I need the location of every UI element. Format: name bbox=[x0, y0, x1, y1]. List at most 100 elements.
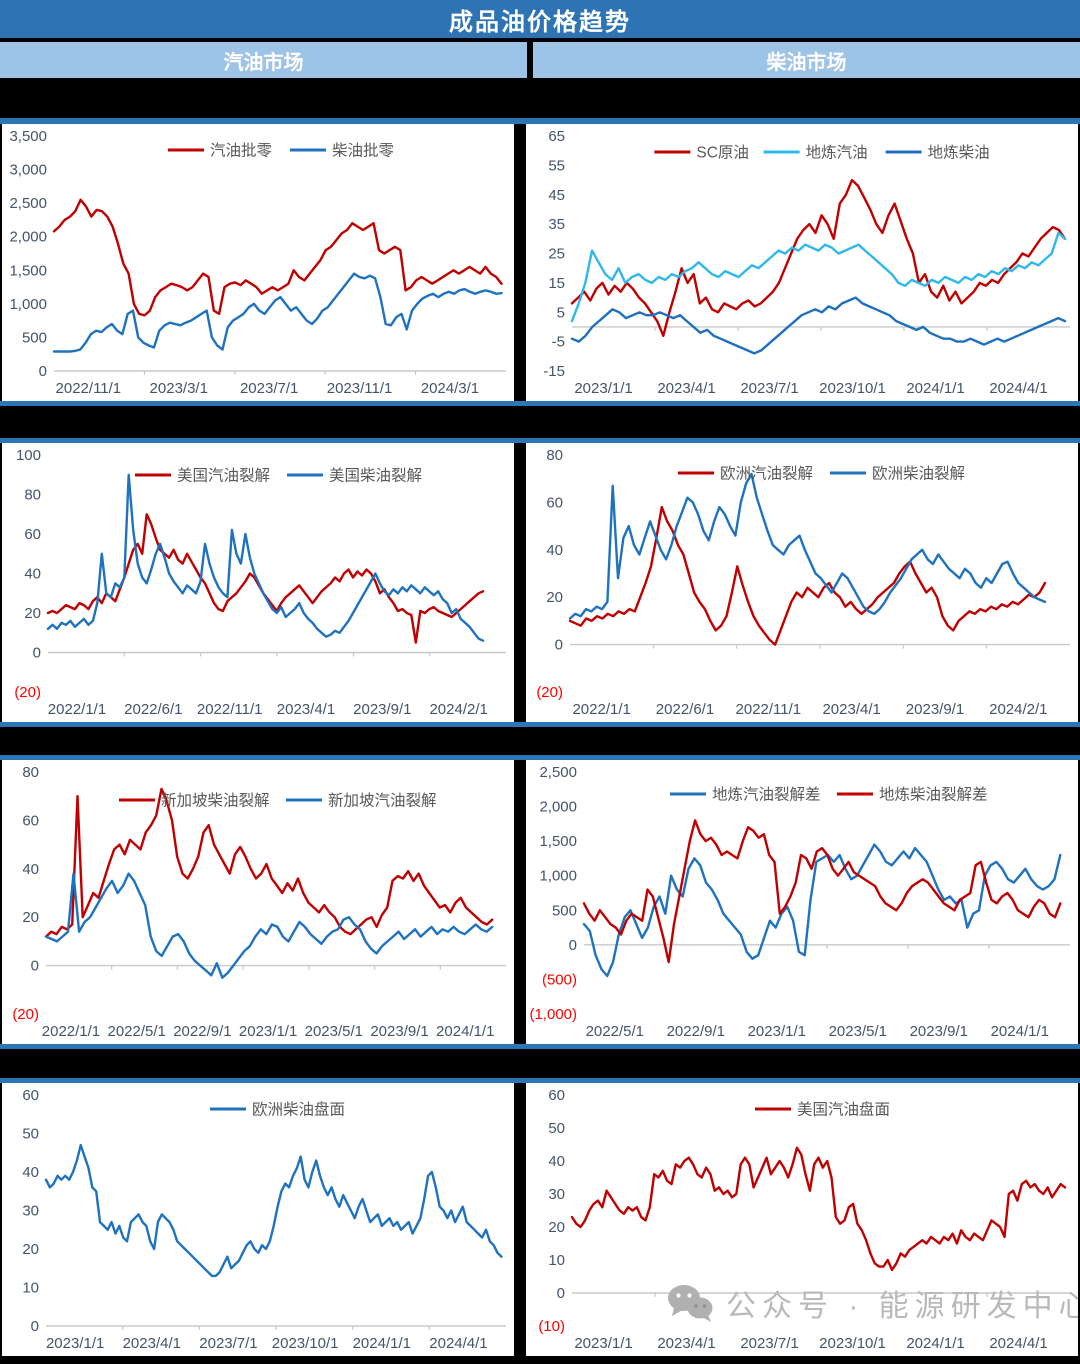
svg-text:2022/5/1: 2022/5/1 bbox=[586, 1023, 644, 1040]
svg-text:2024/3/1: 2024/3/1 bbox=[421, 380, 479, 397]
panel-gutter bbox=[514, 124, 526, 401]
svg-text:25: 25 bbox=[548, 246, 565, 263]
column-header-gasoline: 汽油市场 bbox=[0, 42, 527, 78]
svg-text:2023/1/1: 2023/1/1 bbox=[239, 1023, 297, 1040]
svg-text:50: 50 bbox=[548, 1120, 565, 1137]
series-line bbox=[44, 787, 494, 938]
svg-text:20: 20 bbox=[546, 589, 563, 606]
svg-text:1,500: 1,500 bbox=[9, 262, 47, 279]
series-line bbox=[568, 505, 1047, 646]
chart-svg: 60 50 40 30 20 10 0 (10) 2023/1/1 2023/4/1 2023/7/… bbox=[538, 1087, 1070, 1352]
blue-rule bbox=[0, 1078, 1080, 1083]
svg-text:(1,000): (1,000) bbox=[529, 1006, 577, 1023]
svg-text:2023/10/1: 2023/10/1 bbox=[272, 1335, 339, 1352]
series-line bbox=[570, 178, 1067, 338]
column-header-diesel: 柴油市场 bbox=[533, 42, 1080, 78]
svg-text:20: 20 bbox=[22, 909, 39, 926]
svg-text:1,000: 1,000 bbox=[539, 868, 577, 885]
svg-text:50: 50 bbox=[22, 1126, 39, 1143]
svg-text:2023/4/1: 2023/4/1 bbox=[657, 1335, 715, 1352]
svg-text:2,500: 2,500 bbox=[539, 764, 577, 781]
svg-text:-5: -5 bbox=[552, 334, 565, 351]
svg-text:100: 100 bbox=[16, 447, 41, 464]
chart-row-1: 3,500 3,000 2,500 2,000 1,500 1,000 500 0 2022/1… bbox=[0, 124, 1080, 401]
series-line bbox=[52, 272, 503, 353]
svg-text:40: 40 bbox=[546, 542, 563, 559]
legend-label: 美国汽油裂解 bbox=[177, 467, 270, 485]
svg-text:2022/1/1: 2022/1/1 bbox=[572, 701, 630, 718]
svg-text:2023/4/1: 2023/4/1 bbox=[822, 701, 880, 718]
svg-text:60: 60 bbox=[22, 812, 39, 829]
svg-text:60: 60 bbox=[546, 494, 563, 511]
svg-text:2023/7/1: 2023/7/1 bbox=[199, 1335, 257, 1352]
svg-text:40: 40 bbox=[24, 566, 41, 583]
svg-text:2023/10/1: 2023/10/1 bbox=[819, 380, 886, 397]
svg-text:2023/10/1: 2023/10/1 bbox=[819, 1335, 886, 1352]
svg-text:2022/1/1: 2022/1/1 bbox=[48, 701, 106, 718]
svg-text:2,000: 2,000 bbox=[539, 799, 577, 816]
svg-text:2023/7/1: 2023/7/1 bbox=[240, 380, 298, 397]
svg-text:80: 80 bbox=[24, 487, 41, 504]
series-line bbox=[46, 473, 485, 642]
column-header-gasoline-label: 汽油市场 bbox=[223, 51, 304, 74]
chart-panel-us-cracks: 100 80 60 40 20 0 (20) 2022/1/1 2022/6/1 2022/11/… bbox=[2, 443, 514, 722]
svg-text:15: 15 bbox=[548, 275, 565, 292]
svg-text:2023/7/1: 2023/7/1 bbox=[740, 1335, 798, 1352]
svg-text:60: 60 bbox=[548, 1087, 565, 1104]
svg-text:(20): (20) bbox=[12, 1006, 39, 1023]
svg-text:2023/3/1: 2023/3/1 bbox=[150, 380, 208, 397]
svg-text:2024/4/1: 2024/4/1 bbox=[429, 1335, 487, 1352]
svg-text:2023/1/1: 2023/1/1 bbox=[574, 380, 632, 397]
svg-text:(20): (20) bbox=[14, 684, 41, 701]
legend-label: 欧洲汽油裂解 bbox=[720, 465, 813, 483]
chart-row-4: 60 50 40 30 20 10 0 2023/1/1 2023/4/1 2023/7/1 202… bbox=[0, 1083, 1080, 1356]
svg-text:45: 45 bbox=[548, 187, 565, 204]
chart-svg: 80 60 40 20 0 (20)2022/1/1 2022/5/1 2022/9/1 202… bbox=[12, 764, 506, 1040]
legend-label: 欧洲柴油裂解 bbox=[872, 465, 965, 483]
blue-rule bbox=[0, 438, 1080, 443]
svg-text:2023/4/1: 2023/4/1 bbox=[657, 380, 715, 397]
chart-panel-eu-cracks: 80 60 40 20 0 (20) 2022/1/1 2022/6/1 2022/11/1 20… bbox=[526, 443, 1078, 722]
svg-text:2023/1/1: 2023/1/1 bbox=[748, 1023, 806, 1040]
svg-text:(500): (500) bbox=[542, 971, 577, 988]
svg-text:40: 40 bbox=[22, 1164, 39, 1181]
chart-panel-eu-diesel-flat: 60 50 40 30 20 10 0 2023/1/1 2023/4/1 2023/7/1 202… bbox=[2, 1083, 514, 1356]
svg-text:1,000: 1,000 bbox=[9, 296, 47, 313]
series-line bbox=[570, 1146, 1067, 1272]
svg-text:10: 10 bbox=[548, 1252, 565, 1269]
svg-text:65: 65 bbox=[548, 128, 565, 145]
spacer bbox=[0, 727, 1080, 755]
svg-text:2024/4/1: 2024/4/1 bbox=[989, 380, 1047, 397]
svg-text:2022/9/1: 2022/9/1 bbox=[173, 1023, 231, 1040]
svg-text:2023/5/1: 2023/5/1 bbox=[829, 1023, 887, 1040]
svg-text:5: 5 bbox=[557, 304, 565, 321]
svg-text:2,500: 2,500 bbox=[9, 195, 47, 212]
svg-text:2022/1/1: 2022/1/1 bbox=[42, 1023, 100, 1040]
svg-text:2,000: 2,000 bbox=[9, 229, 47, 246]
svg-text:2024/1/1: 2024/1/1 bbox=[436, 1023, 494, 1040]
chart-panel-refinery-crack-spread: 2,500 2,000 1,500 1,000 500 0 (500) (1,000) 2022… bbox=[526, 760, 1078, 1044]
svg-text:80: 80 bbox=[22, 764, 39, 781]
svg-text:2023/1/1: 2023/1/1 bbox=[574, 1335, 632, 1352]
watermark: 公众号 · 能源研发中心 bbox=[666, 1281, 1078, 1325]
svg-text:3,000: 3,000 bbox=[9, 162, 47, 179]
svg-text:2023/4/1: 2023/4/1 bbox=[123, 1335, 181, 1352]
spacer bbox=[0, 78, 1080, 118]
svg-text:2022/11/1: 2022/11/1 bbox=[736, 701, 802, 718]
series-line bbox=[44, 872, 494, 979]
series-line bbox=[570, 296, 1067, 355]
chart-panel-us-gasoline-flat: 公众号 · 能源研发中心 60 50 40 30 20 10 0 (10) 2023/1/1 20… bbox=[526, 1083, 1078, 1356]
blue-rule bbox=[0, 755, 1080, 760]
series-line bbox=[582, 843, 1062, 978]
svg-text:35: 35 bbox=[548, 216, 565, 233]
svg-text:0: 0 bbox=[31, 1318, 39, 1335]
svg-text:2023/4/1: 2023/4/1 bbox=[277, 701, 335, 718]
svg-text:0: 0 bbox=[557, 1285, 565, 1302]
svg-text:0: 0 bbox=[31, 958, 39, 975]
svg-text:20: 20 bbox=[548, 1219, 565, 1236]
svg-text:0: 0 bbox=[569, 937, 577, 954]
legend-label: 美国柴油裂解 bbox=[329, 467, 422, 485]
svg-text:2023/1/1: 2023/1/1 bbox=[46, 1335, 104, 1352]
panel-gutter bbox=[514, 760, 526, 1044]
column-divider bbox=[527, 42, 533, 78]
